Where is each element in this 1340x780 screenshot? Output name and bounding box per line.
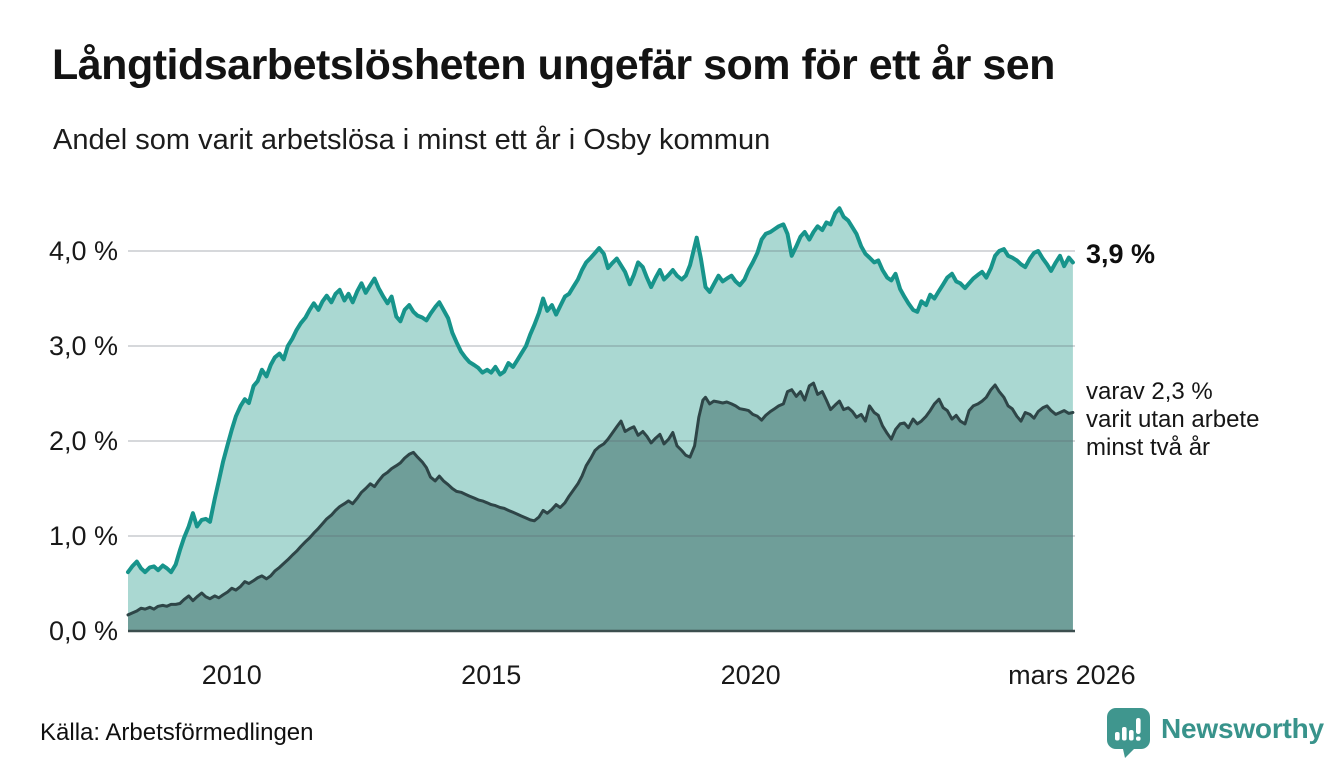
series-end-value-label: 3,9 % (1086, 239, 1156, 269)
bar-1 (1115, 732, 1120, 741)
line-two-years (126, 381, 1075, 617)
x-tick-label: 2020 (720, 660, 781, 690)
annotation-line: minst två år (1086, 434, 1211, 461)
y-tick-label: 2,0 % (48, 426, 118, 456)
area-fill-two-years (128, 383, 1073, 631)
source-note: Källa: Arbetsförmedlingen (40, 719, 314, 746)
y-tick-label: 4,0 % (48, 236, 118, 266)
brand-name: Newsworthy (1161, 713, 1324, 744)
exclamation-dot (1136, 736, 1141, 741)
y-tick-label: 0,0 % (48, 616, 118, 646)
x-tick-label: 2010 (201, 660, 262, 690)
newsworthy-logo: Newsworthy (1105, 706, 1324, 758)
x-tick-label: 2015 (461, 660, 522, 690)
bar-2 (1122, 727, 1127, 741)
y-tick-label: 1,0 % (48, 521, 118, 551)
bar-3 (1129, 730, 1134, 741)
newsworthy-pin-icon (1107, 708, 1150, 758)
secondary-series-annotation: varav 2,3 % varit utan arbete minst två … (1086, 378, 1326, 462)
line-one-year (126, 206, 1075, 575)
y-tick-label: 3,0 % (48, 331, 118, 361)
annotation-line: varit utan arbete (1086, 406, 1260, 433)
page-title: Långtidsarbetslösheten ungefär som för e… (52, 41, 1055, 89)
exclamation-stem (1136, 718, 1141, 734)
annotation-line: varav 2,3 % (1086, 378, 1213, 405)
x-tick-label: mars 2026 (1008, 660, 1136, 690)
chart-subtitle: Andel som varit arbetslösa i minst ett å… (53, 124, 771, 156)
pin-bubble-shape (1107, 708, 1150, 758)
